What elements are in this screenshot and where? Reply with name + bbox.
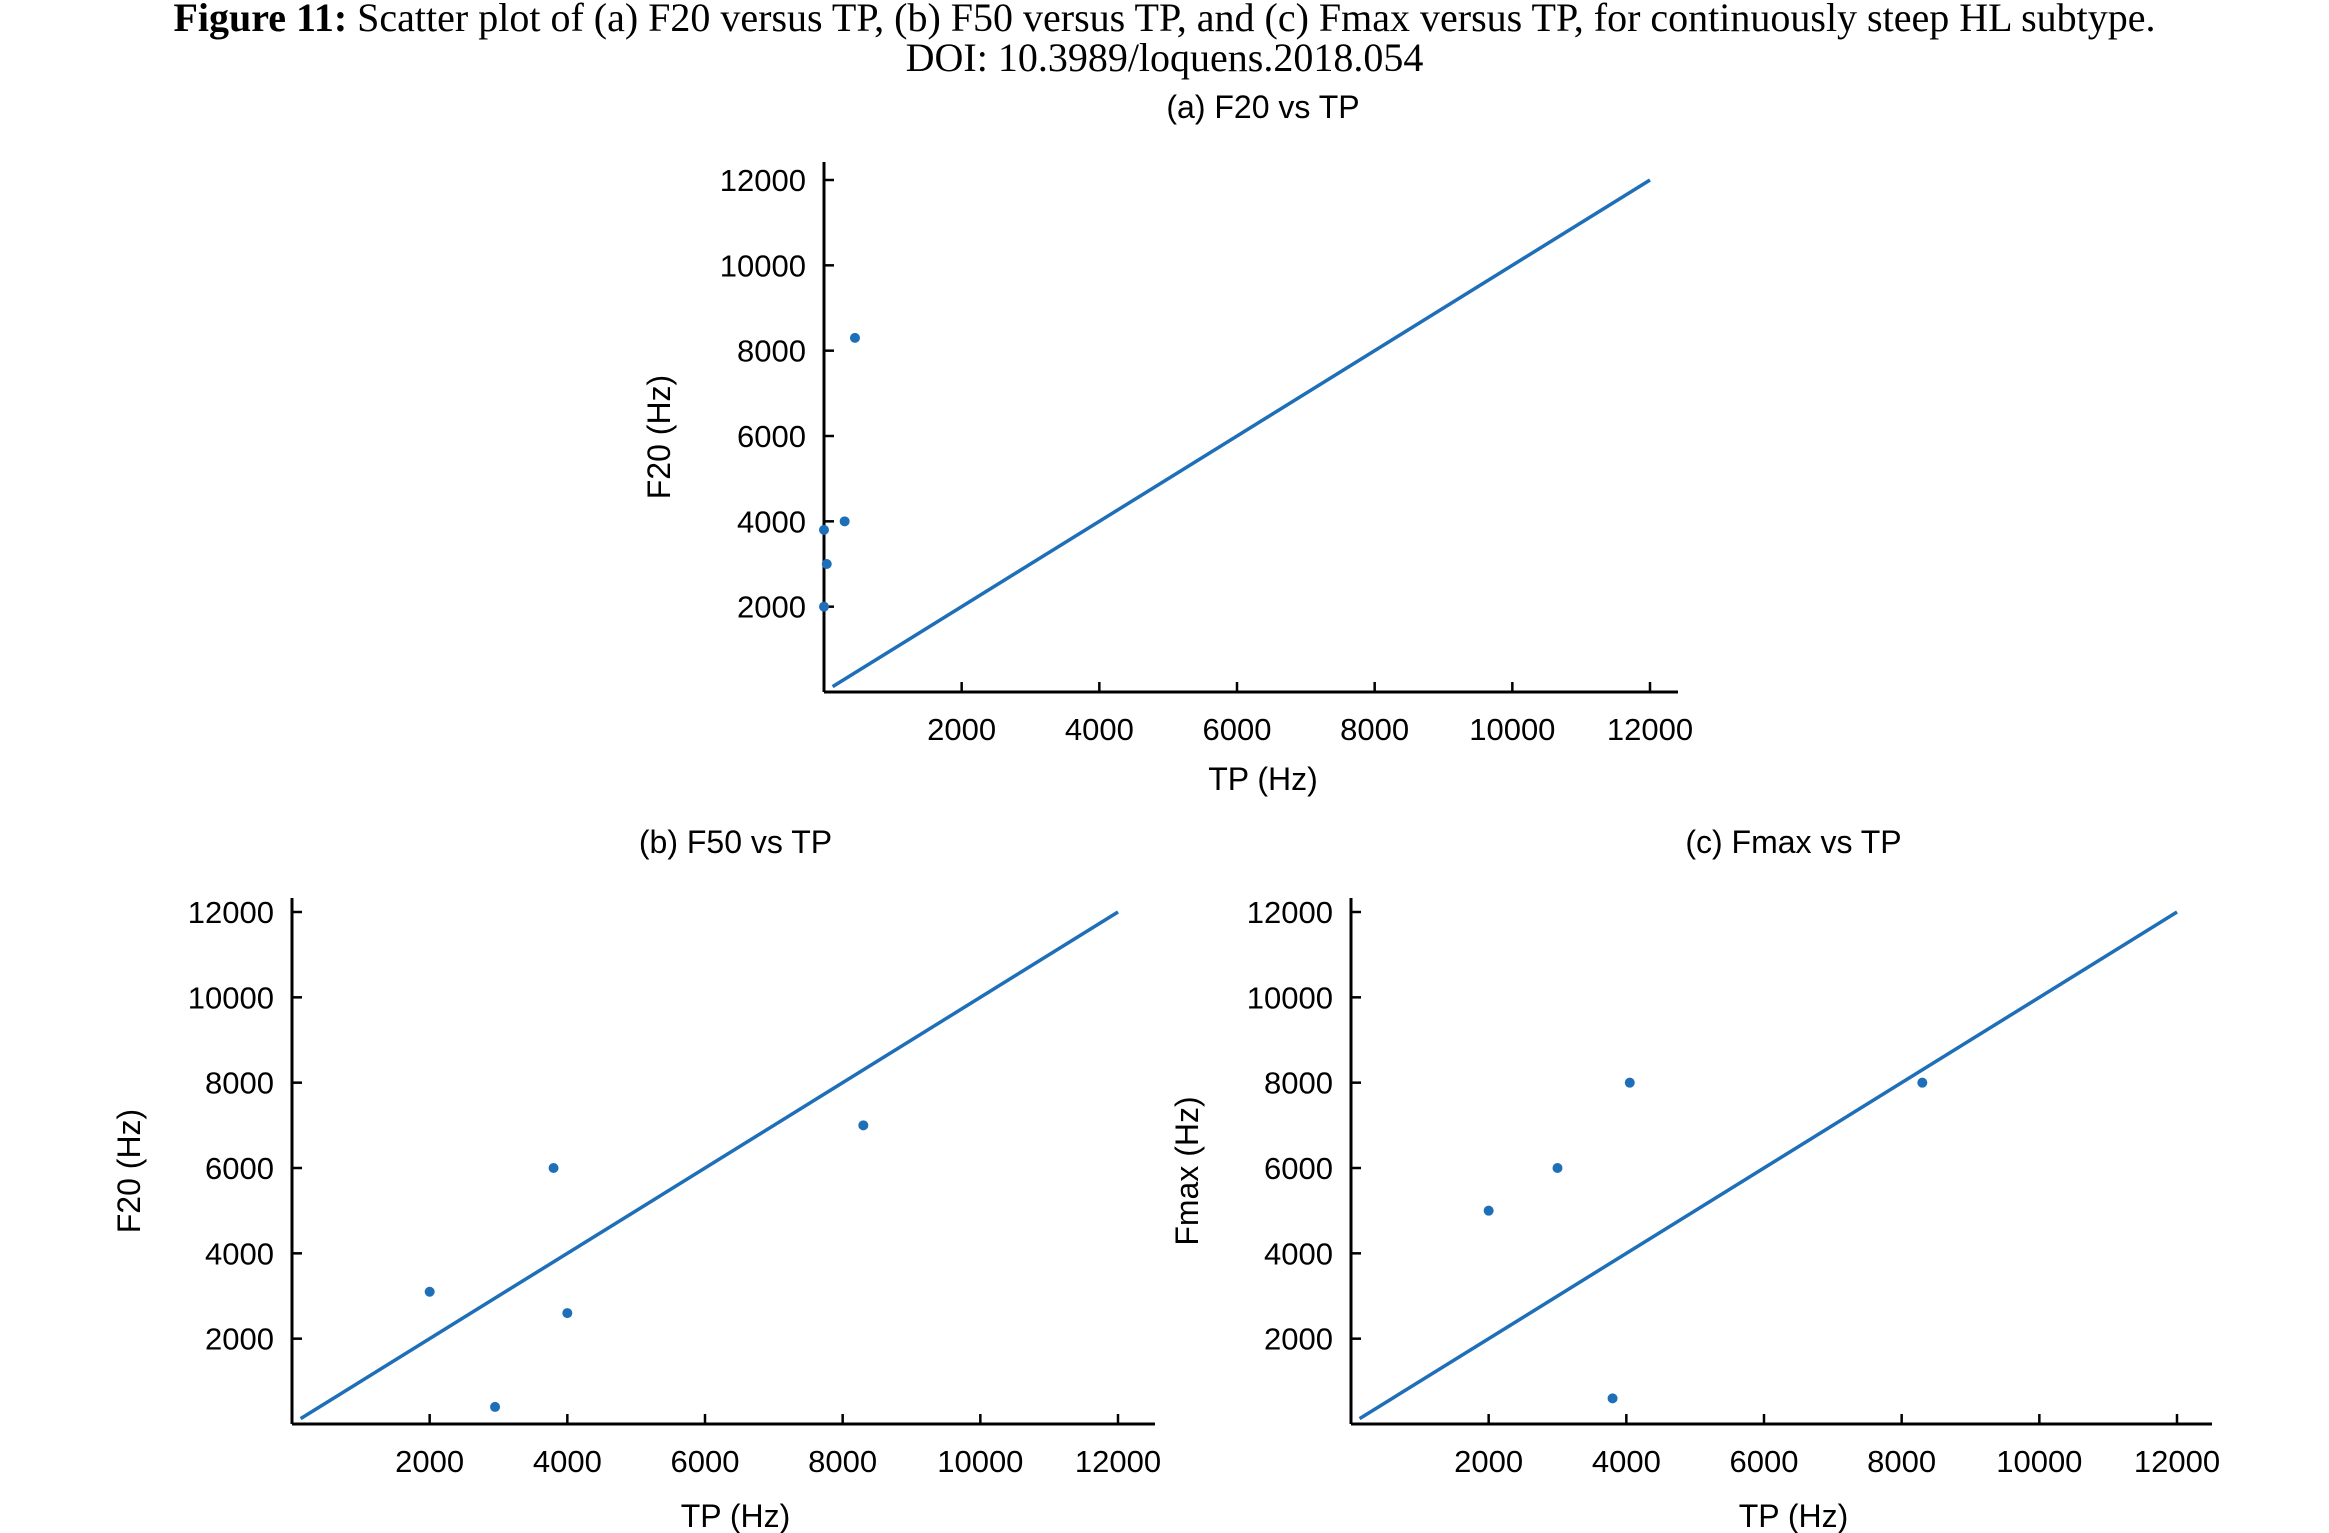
- y-tick-label: 8000: [205, 1066, 274, 1101]
- reference-line: [1358, 910, 2178, 1421]
- x-tick-label: 2000: [395, 1444, 464, 1479]
- y-tick-label: 10000: [720, 248, 806, 283]
- data-point: [490, 1401, 501, 1412]
- y-axis-label: F20 (Hz): [641, 375, 677, 499]
- figure-caption: Figure 11: Scatter plot of (a) F20 versu…: [0, 0, 2329, 40]
- reference-line: [831, 178, 1651, 689]
- x-tick-label: 6000: [671, 1444, 740, 1479]
- y-tick-label: 6000: [737, 419, 806, 454]
- chart-panel-a: (a) F20 vs TP 2000 4000 6000 8000 10000 12000 2…: [641, 89, 1693, 797]
- y-tick-label: 10000: [1247, 980, 1333, 1015]
- chart-title: (b) F50 vs TP: [639, 824, 832, 860]
- x-tick-label: 10000: [1469, 712, 1555, 747]
- chart-title: (a) F20 vs TP: [1166, 89, 1359, 125]
- y-tick-label: 10000: [188, 980, 274, 1015]
- data-point: [858, 1120, 869, 1131]
- y-tick-label: 6000: [205, 1151, 274, 1186]
- chart-title: (c) Fmax vs TP: [1685, 824, 1901, 860]
- x-tick-label: 8000: [1340, 712, 1409, 747]
- data-point: [1607, 1393, 1618, 1404]
- y-tick-label: 2000: [205, 1322, 274, 1357]
- data-point: [1552, 1163, 1563, 1173]
- x-tick-label: 4000: [1592, 1444, 1661, 1479]
- reference-line: [299, 910, 1119, 1421]
- x-tick-label: 8000: [808, 1444, 877, 1479]
- figure-doi: DOI: 10.3989/loquens.2018.054: [905, 35, 1424, 80]
- chart-panel-c: (c) Fmax vs TP 2000 4000 6000 8000 10000 12000…: [1169, 824, 2220, 1533]
- chart-panel-b: (b) F50 vs TP 2000 4000 6000 8000 10000 12000 2…: [111, 824, 1161, 1533]
- x-tick-label: 12000: [2134, 1444, 2220, 1479]
- data-point: [821, 559, 832, 569]
- data-point: [562, 1308, 573, 1319]
- data-point: [819, 524, 829, 535]
- x-tick-label: 6000: [1730, 1444, 1799, 1479]
- y-tick-label: 4000: [1264, 1236, 1333, 1271]
- y-tick-label: 4000: [205, 1236, 274, 1271]
- x-tick-label: 10000: [937, 1444, 1023, 1479]
- data-point: [548, 1163, 559, 1173]
- y-tick-label: 4000: [737, 504, 806, 539]
- x-tick-label: 8000: [1867, 1444, 1936, 1479]
- data-point: [1624, 1077, 1635, 1088]
- y-axis-label: Fmax (Hz): [1169, 1096, 1205, 1245]
- x-axis-label: TP (Hz): [1739, 1498, 1849, 1533]
- x-tick-label: 4000: [533, 1444, 602, 1479]
- x-tick-label: 4000: [1065, 712, 1134, 747]
- data-point: [1483, 1205, 1494, 1216]
- x-tick-label: 10000: [1996, 1444, 2082, 1479]
- y-tick-label: 8000: [737, 334, 806, 369]
- x-tick-label: 12000: [1607, 712, 1693, 747]
- y-tick-label: 12000: [720, 163, 806, 198]
- figure-caption-label: Figure 11:: [173, 0, 348, 40]
- y-axis-label: F20 (Hz): [111, 1109, 147, 1233]
- x-tick-label: 6000: [1203, 712, 1272, 747]
- data-point: [819, 601, 829, 612]
- y-tick-label: 12000: [188, 895, 274, 930]
- data-point: [1917, 1077, 1928, 1088]
- x-axis-label: TP (Hz): [681, 1498, 791, 1533]
- y-tick-label: 2000: [1264, 1322, 1333, 1357]
- data-point: [839, 516, 850, 527]
- y-tick-label: 12000: [1247, 895, 1333, 930]
- data-point: [424, 1286, 435, 1297]
- figure-caption-text: Scatter plot of (a) F20 versus TP, (b) F…: [357, 0, 2156, 40]
- x-tick-label: 2000: [1454, 1444, 1523, 1479]
- x-axis-label: TP (Hz): [1208, 761, 1318, 797]
- y-tick-label: 8000: [1264, 1066, 1333, 1101]
- data-point: [849, 332, 860, 343]
- x-tick-label: 12000: [1075, 1444, 1161, 1479]
- y-tick-label: 2000: [737, 590, 806, 625]
- y-tick-label: 6000: [1264, 1151, 1333, 1186]
- x-tick-label: 2000: [927, 712, 996, 747]
